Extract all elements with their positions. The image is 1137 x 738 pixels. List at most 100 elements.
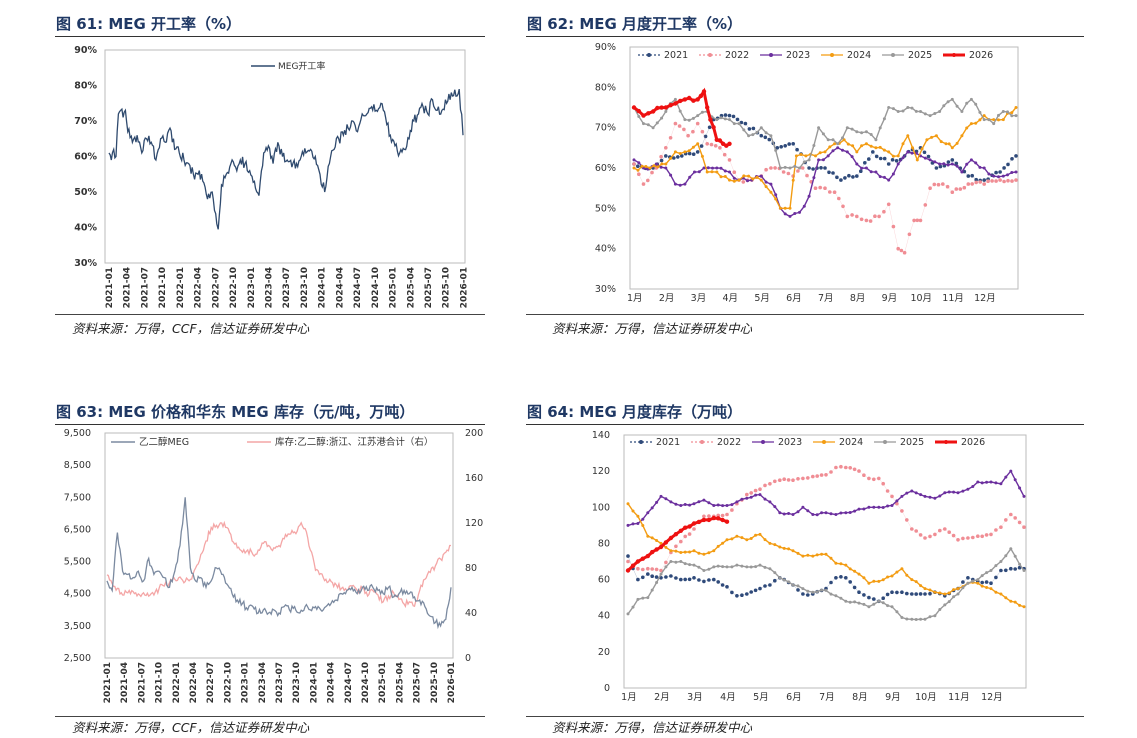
- fig62-point-2022: [850, 213, 854, 217]
- fig64-point-2022: [848, 466, 852, 470]
- fig62-point-2023: [960, 170, 964, 174]
- fig64-point-2022: [933, 532, 937, 537]
- fig62-point-2022: [1014, 178, 1018, 182]
- fig64-point-2023: [811, 513, 815, 516]
- fig64-xtick-label: 11月: [948, 692, 970, 703]
- fig64-point-2021: [895, 590, 899, 595]
- fig63-top-rule: [55, 424, 485, 425]
- fig64-point-2021: [984, 580, 989, 584]
- fig64-point-2024: [989, 587, 993, 591]
- fig62-point-2022: [705, 142, 709, 146]
- fig64-point-2022: [687, 532, 692, 536]
- fig62-legend-label: 2026: [969, 50, 993, 61]
- fig62-point-2023: [826, 154, 830, 158]
- fig62-point-2025: [691, 116, 695, 120]
- fig62-point-2024: [925, 138, 929, 142]
- fig62-point-2022: [727, 158, 732, 162]
- fig62-point-2022: [1010, 179, 1014, 183]
- fig62-point-2021: [783, 144, 787, 148]
- fig64-point-2022: [1013, 516, 1017, 520]
- fig64-point-2022: [834, 465, 838, 470]
- fig63-xtick-label: 2021-07: [137, 662, 147, 703]
- fig62-point-2025: [928, 114, 932, 118]
- fig62-point-2021: [703, 134, 708, 139]
- fig62-point-2024: [728, 178, 731, 182]
- fig62-point-2024: [636, 168, 640, 172]
- fig62-point-2024: [934, 134, 938, 138]
- fig64-point-2025: [745, 565, 749, 569]
- fig64-point-2021: [890, 590, 894, 594]
- fig62-point-2024: [869, 144, 873, 148]
- fig64-point-2024: [900, 567, 904, 571]
- fig64-point-2024: [683, 550, 687, 554]
- fig62-point-2025: [845, 126, 849, 130]
- fig64-legend-marker-2023: [761, 440, 765, 444]
- fig64-point-2022: [1017, 520, 1022, 525]
- fig64-point-2025: [853, 600, 857, 604]
- fig62-point-2021: [779, 145, 783, 149]
- fig64-point-2025: [806, 589, 810, 593]
- fig62-point-2022: [915, 218, 920, 223]
- fig62-point-2026: [720, 141, 726, 146]
- fig62-point-2023: [732, 176, 736, 180]
- fig64-point-2025: [905, 617, 909, 621]
- fig62-point-2024: [992, 118, 996, 122]
- fig62-point-2022: [845, 214, 850, 219]
- fig62-point-2025: [737, 122, 741, 126]
- fig64-point-2024: [905, 573, 909, 577]
- fig64-point-2022: [867, 476, 871, 481]
- fig64-point-2025: [994, 564, 998, 568]
- fig64-point-2023: [749, 495, 753, 499]
- fig62-point-2022: [641, 182, 646, 186]
- fig62-point-2024: [774, 197, 778, 201]
- fig64-point-2025: [914, 618, 918, 621]
- fig62-point-2022: [882, 209, 886, 214]
- fig64-point-2024: [659, 541, 663, 545]
- fig62-point-2024: [950, 146, 954, 150]
- fig64-point-2023: [952, 490, 956, 494]
- fig62-point-2025: [821, 132, 825, 136]
- fig64-point-2023: [881, 506, 885, 509]
- fig62-xtick-label: 3月: [691, 293, 707, 304]
- fig64-point-2021: [796, 588, 800, 592]
- fig64-point-2022: [1004, 518, 1008, 522]
- fig64-point-2026: [696, 519, 702, 525]
- fig64-point-2025: [659, 572, 663, 576]
- fig62-plot-frame: [629, 46, 1019, 290]
- fig64-point-2024: [1009, 599, 1013, 603]
- fig64-point-2022: [943, 527, 947, 531]
- fig64-point-2023: [989, 480, 993, 484]
- fig64-point-2024: [650, 536, 654, 540]
- fig62-point-2025: [831, 138, 835, 142]
- fig62-point-2024: [833, 142, 837, 146]
- fig63-xtick-label: 2023-01: [241, 662, 251, 703]
- fig62-point-2025: [807, 158, 811, 162]
- fig62-point-2025: [802, 160, 806, 164]
- fig62-point-2022: [828, 190, 832, 194]
- fig64-point-2023: [791, 513, 795, 516]
- fig64-point-2022: [918, 533, 923, 537]
- fig64-point-2024: [768, 541, 772, 545]
- fig62-point-2024: [696, 142, 700, 146]
- fig62-point-2022: [841, 204, 845, 209]
- fig62-point-2021: [739, 120, 744, 125]
- fig64-point-2021: [829, 580, 833, 585]
- fig64-point-2021: [664, 575, 668, 579]
- fig64-point-2024: [692, 549, 696, 553]
- fig63-series-price: [106, 497, 452, 630]
- fig62-point-2022: [918, 218, 923, 223]
- fig62-point-2024: [791, 178, 795, 182]
- fig64-point-2021: [806, 593, 810, 597]
- fig64-point-2022: [650, 567, 654, 571]
- fig64-xtick-label: 5月: [753, 692, 769, 703]
- fig64-point-2023: [782, 512, 786, 516]
- fig64-point-2024: [881, 578, 885, 582]
- fig64-point-2021: [862, 593, 866, 597]
- fig62-point-2024: [700, 154, 704, 158]
- fig61-xtick-label: 2021-10: [158, 267, 168, 308]
- fig64-point-2026: [640, 556, 645, 561]
- fig62-point-2023: [769, 182, 773, 186]
- fig62-point-2021: [970, 173, 974, 178]
- fig62-point-2025: [719, 116, 723, 120]
- fig62-point-2025: [896, 110, 900, 113]
